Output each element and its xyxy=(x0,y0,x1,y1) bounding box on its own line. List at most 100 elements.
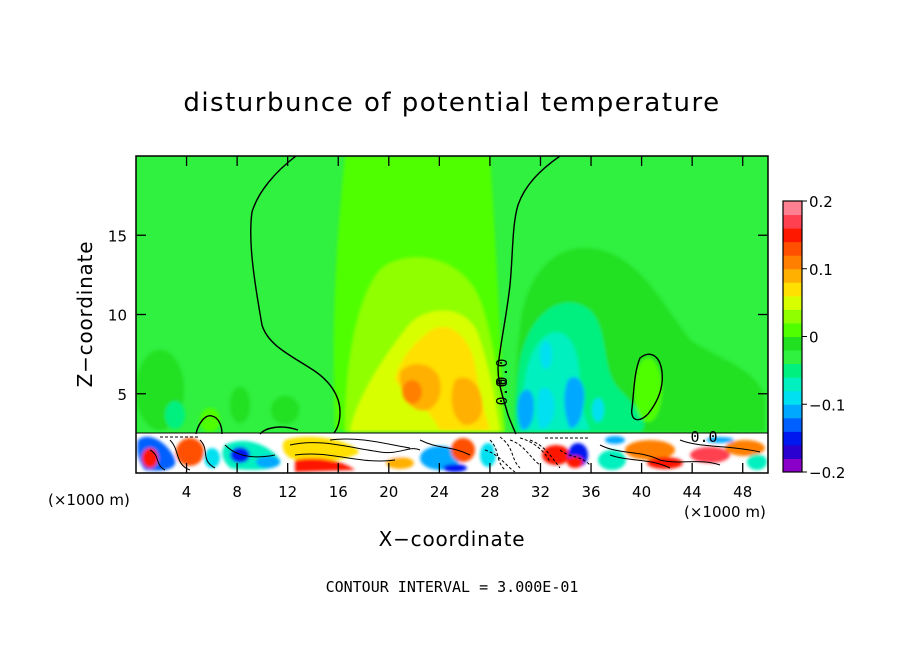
right-blob-2 xyxy=(634,358,662,422)
bl-band-23 xyxy=(690,447,730,463)
contour-left-loop xyxy=(195,415,223,435)
bl-line-4 xyxy=(329,438,411,449)
bl-band-26 xyxy=(605,436,625,444)
bl-band-11 xyxy=(386,457,414,469)
bl-line-2 xyxy=(289,442,421,454)
x-tick-label: 48 xyxy=(733,483,752,501)
x-tick-label: 20 xyxy=(379,483,398,501)
bl-band-7 xyxy=(256,456,280,468)
right-blob-1 xyxy=(680,365,760,435)
colorbar-swatch xyxy=(783,228,802,243)
bl-band-25 xyxy=(747,454,767,470)
contour-label-3: 0.0 xyxy=(690,428,717,446)
x-tick-label: 28 xyxy=(480,483,499,501)
bl-band-24 xyxy=(725,440,765,456)
bl-line-3 xyxy=(294,453,396,462)
bl-band-16 xyxy=(495,442,525,458)
left-blob-2 xyxy=(165,401,185,429)
x-axis-label: X−coordinate xyxy=(379,527,526,551)
y-axis-label: Z−coordinate xyxy=(73,241,97,388)
bl-band-27 xyxy=(706,437,734,443)
bl-band-19 xyxy=(567,456,583,468)
bl-band-14 xyxy=(443,464,467,472)
contour-label-2: 0.0 xyxy=(493,378,511,405)
colorbar-swatch xyxy=(783,214,802,229)
contour-interval: CONTOUR INTERVAL = 3.000E-01 xyxy=(326,578,579,596)
plume-orange-lower xyxy=(451,377,483,425)
contour-right xyxy=(497,156,561,435)
zero-contours xyxy=(195,156,664,435)
contour-right-loop xyxy=(631,353,664,421)
bl-band-10 xyxy=(360,438,410,458)
bl-line-9 xyxy=(609,454,671,469)
colorbar-swatch xyxy=(783,390,802,405)
bl-band-21 xyxy=(625,440,675,460)
left-blob-3 xyxy=(230,387,250,423)
x-tick-label: 4 xyxy=(182,483,192,501)
boundary-layer-dashes xyxy=(160,436,591,473)
colorbar-swatch xyxy=(783,404,802,419)
field-blobs xyxy=(136,156,765,435)
colorbar xyxy=(782,200,803,473)
bl-dash-4 xyxy=(519,437,551,463)
x-unit-right: (×1000 m) xyxy=(684,503,766,521)
colorbar-swatch xyxy=(783,363,802,378)
bl-dash-5 xyxy=(529,439,561,469)
bl-band-2 xyxy=(142,448,158,468)
contour-left-low xyxy=(259,426,299,435)
x-unit-left: (×1000 m) xyxy=(48,491,130,509)
bl-dash-3 xyxy=(509,439,541,466)
colorbar-swatch xyxy=(783,255,802,270)
boundary-layer-lines xyxy=(136,432,768,471)
blue-spot-2 xyxy=(564,377,585,428)
colorbar-swatch xyxy=(783,444,802,459)
colorbar-tick-label: 0 xyxy=(809,329,819,347)
bl-line-12 xyxy=(199,439,216,469)
x-axis: 4 8 12 16 20 24 28 32 36 40 44 48 xyxy=(182,156,752,501)
y-tick-label: 15 xyxy=(108,227,127,245)
colorbar-swatch xyxy=(783,282,802,297)
bl-band-3 xyxy=(176,438,204,466)
contour-label-1: 0.0 xyxy=(493,358,511,385)
x-tick-label: 40 xyxy=(632,483,651,501)
bl-band-12 xyxy=(420,446,460,470)
bl-dash-1 xyxy=(489,439,506,471)
plot-area: 0.0 0.0 0.0 xyxy=(136,156,768,473)
bl-line-11 xyxy=(149,449,166,471)
chart-title: disturbunce of potential temperature xyxy=(183,88,720,118)
colorbar-swatch xyxy=(783,295,802,310)
colorbar-swatch xyxy=(783,431,802,446)
colorbar-tick-label: −0.2 xyxy=(809,464,845,482)
bl-band-22 xyxy=(647,457,683,469)
bl-line-7 xyxy=(419,439,471,456)
x-tick-label: 44 xyxy=(683,483,702,501)
blue-spot-4 xyxy=(592,398,604,422)
x-tick-label: 32 xyxy=(531,483,550,501)
y-tick-label: 10 xyxy=(108,307,127,325)
bl-dash-9 xyxy=(559,449,591,466)
bl-band-9 xyxy=(295,458,355,472)
colorbar-tick-label: 0.2 xyxy=(809,193,833,211)
x-tick-label: 16 xyxy=(329,483,348,501)
blue-spot-3 xyxy=(537,387,555,429)
right-blob-3 xyxy=(200,408,220,432)
bl-band-13 xyxy=(451,438,475,462)
colorbar-swatch xyxy=(783,350,802,365)
colorbar-swatch xyxy=(783,336,802,351)
colorbar-swatch xyxy=(783,268,802,283)
colorbar-swatch xyxy=(783,241,802,256)
blue-spot-1 xyxy=(517,389,534,430)
colorbar-tick-label: 0.1 xyxy=(809,261,833,279)
colorbar-swatch xyxy=(783,201,802,216)
bl-line-6 xyxy=(224,444,276,458)
colorbar-swatch xyxy=(783,417,802,432)
left-blob-4 xyxy=(271,396,299,424)
cyan-spot-2 xyxy=(576,342,584,358)
colorbar-swatch xyxy=(783,458,802,473)
bl-band-15 xyxy=(480,443,496,467)
x-tick-label: 24 xyxy=(430,483,449,501)
bl-line-8 xyxy=(599,444,721,466)
bl-band-20 xyxy=(598,450,626,470)
bl-dash-2 xyxy=(499,436,521,469)
